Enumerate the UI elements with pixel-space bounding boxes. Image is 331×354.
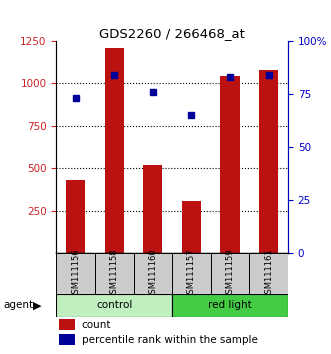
- Bar: [259, 70, 278, 253]
- Text: GSM111156: GSM111156: [71, 248, 80, 299]
- Text: ▶: ▶: [33, 300, 42, 310]
- Bar: [56, 253, 95, 294]
- Bar: [105, 47, 124, 253]
- Bar: [59, 334, 75, 346]
- Bar: [66, 180, 85, 253]
- Text: red light: red light: [208, 300, 252, 310]
- Bar: [172, 253, 211, 294]
- Text: GSM111161: GSM111161: [264, 248, 273, 299]
- Text: agent: agent: [3, 300, 33, 310]
- Text: GSM111159: GSM111159: [225, 248, 235, 299]
- Bar: [182, 201, 201, 253]
- Bar: [172, 294, 288, 317]
- Text: count: count: [82, 320, 111, 330]
- Text: GSM111157: GSM111157: [187, 248, 196, 299]
- Bar: [56, 294, 172, 317]
- Title: GDS2260 / 266468_at: GDS2260 / 266468_at: [99, 27, 245, 40]
- Bar: [211, 253, 249, 294]
- Text: percentile rank within the sample: percentile rank within the sample: [82, 335, 258, 345]
- Text: GSM111160: GSM111160: [148, 248, 157, 299]
- Text: GSM111158: GSM111158: [110, 248, 119, 299]
- Text: control: control: [96, 300, 132, 310]
- Bar: [59, 319, 75, 330]
- Bar: [220, 76, 240, 253]
- Bar: [95, 253, 133, 294]
- Bar: [143, 165, 163, 253]
- Bar: [133, 253, 172, 294]
- Bar: [249, 253, 288, 294]
